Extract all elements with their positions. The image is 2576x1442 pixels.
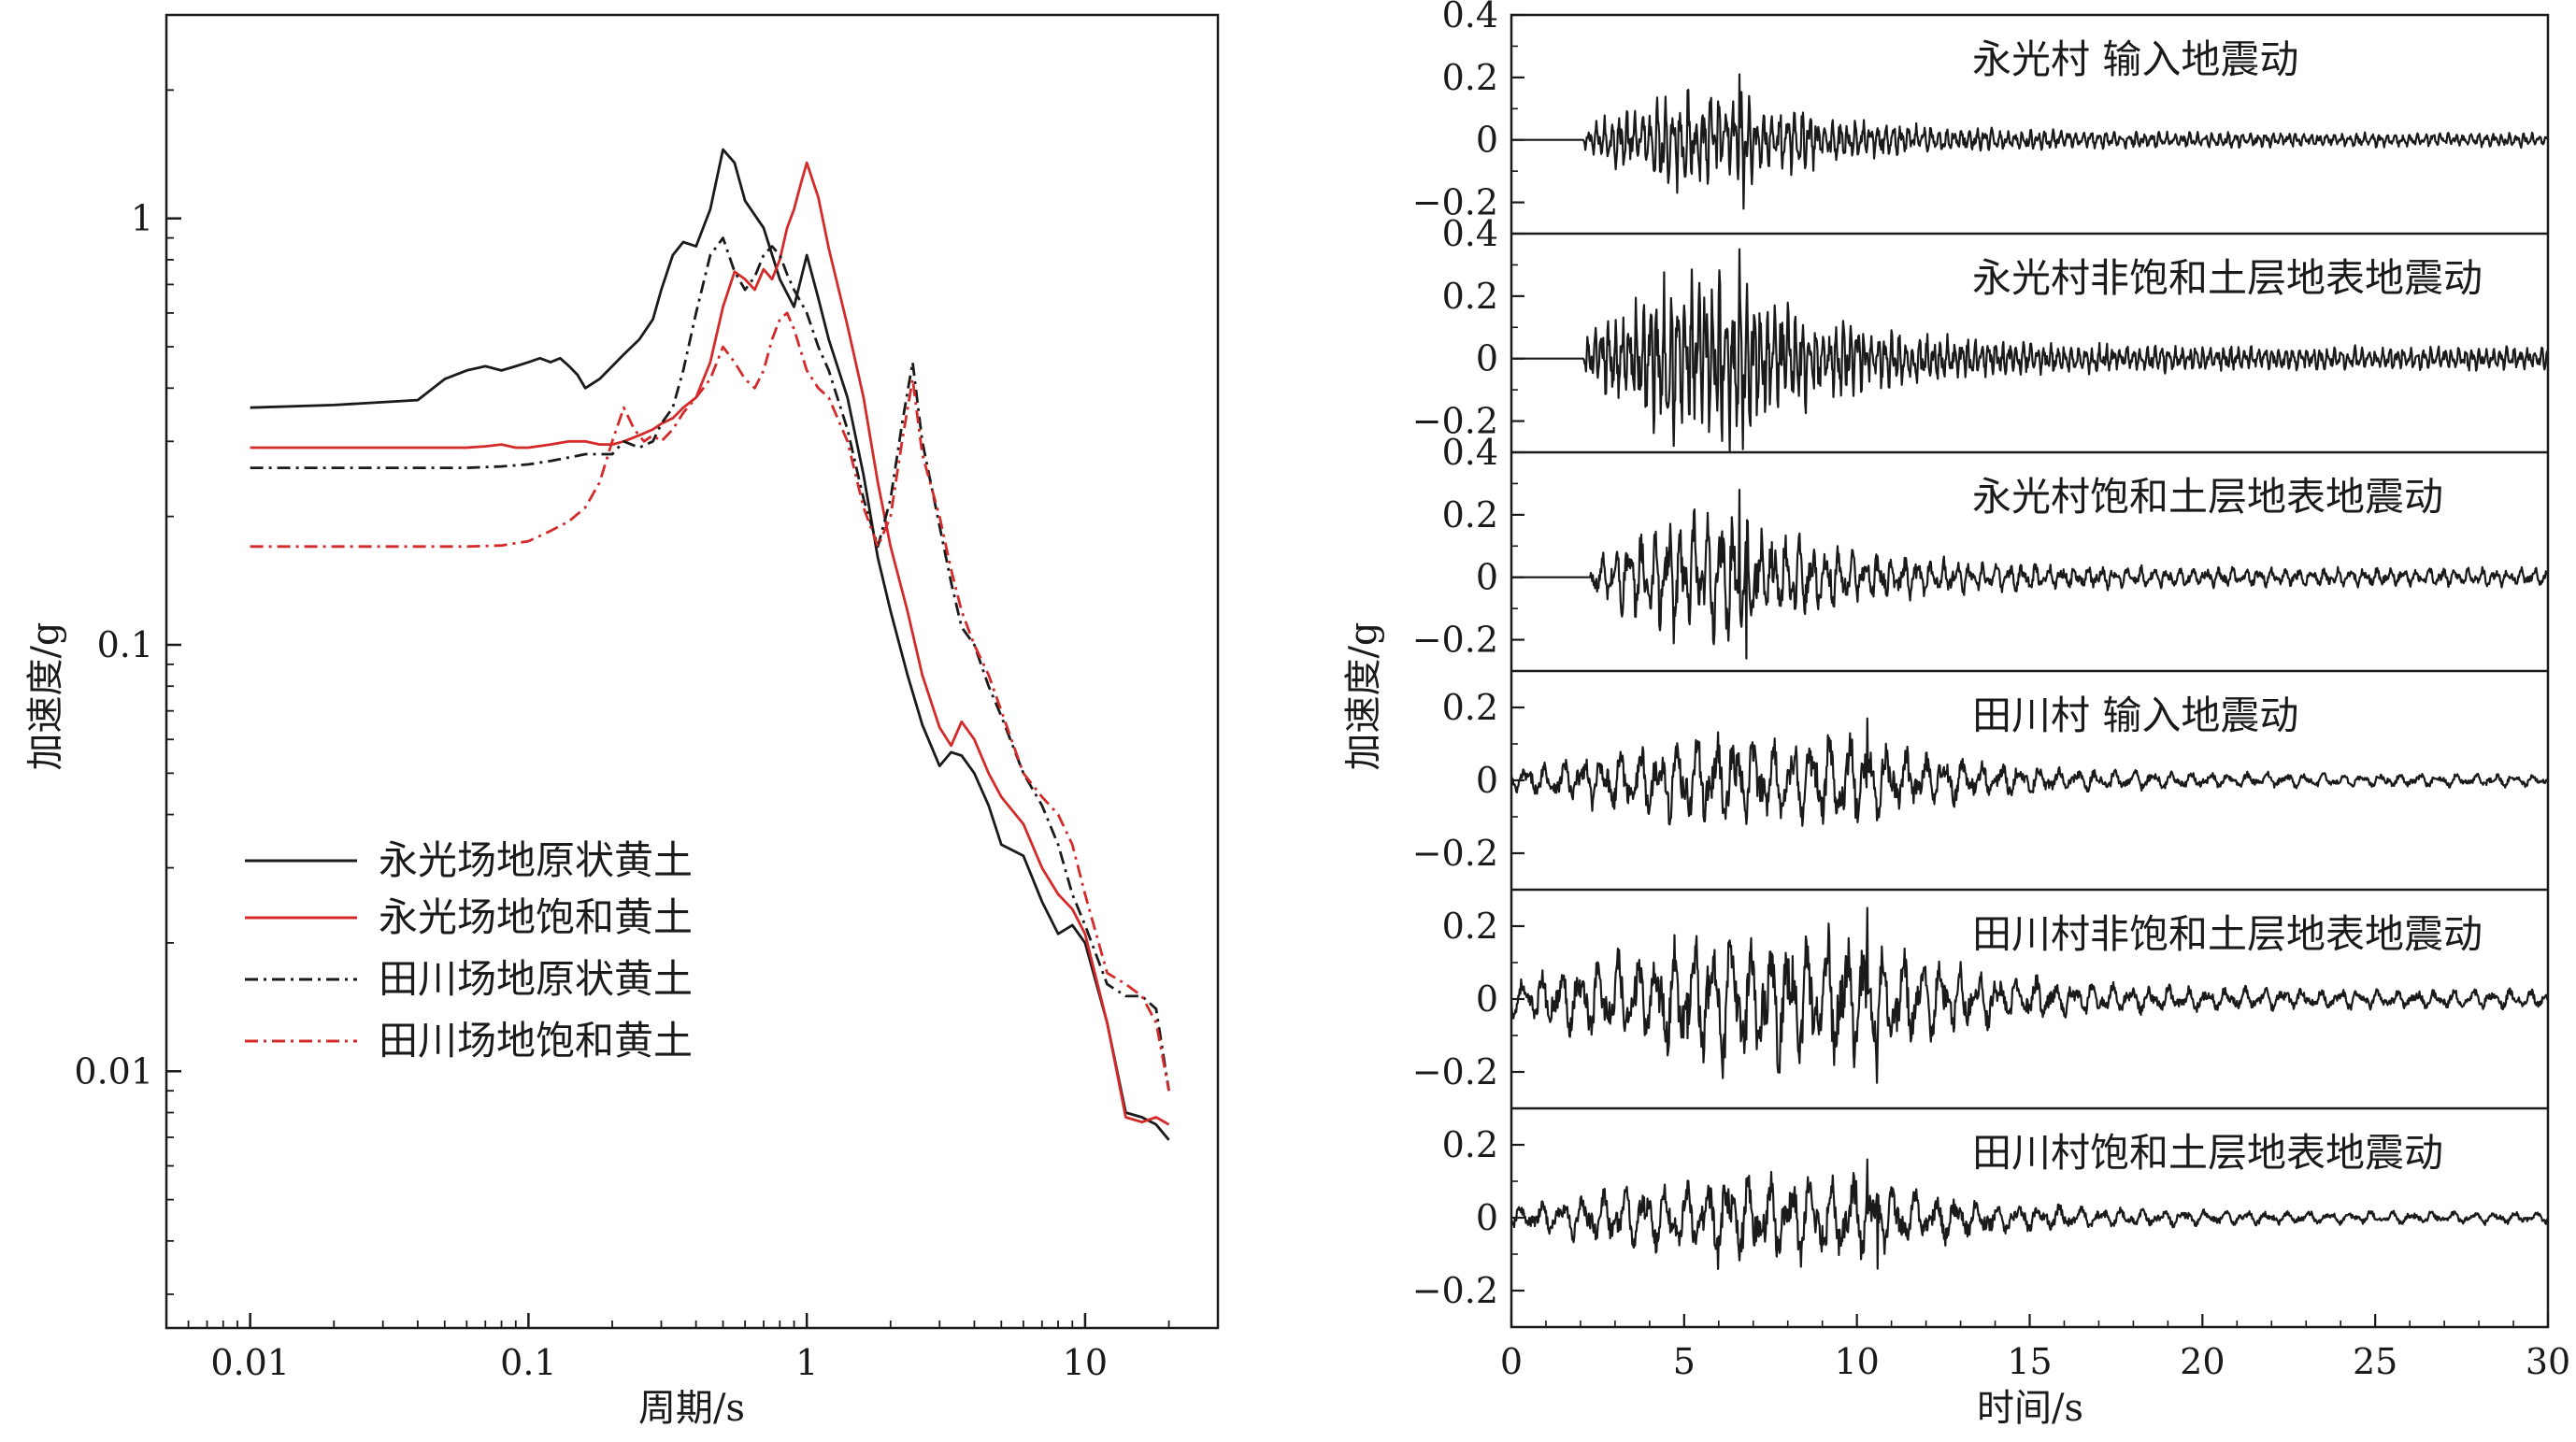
right-x-tick-label: 20 — [2180, 1341, 2225, 1382]
left-x-tick-label: 1 — [795, 1342, 818, 1383]
left-x-tick-label: 0.1 — [500, 1342, 556, 1383]
panel-y-tick-label: 0 — [1476, 760, 1498, 801]
panel-y-tick-label: −0.2 — [1412, 620, 1498, 661]
legend-label-2: 永光场地饱和黄土 — [379, 894, 693, 940]
panel-y-tick-label: 0 — [1476, 978, 1498, 1020]
right-x-tick-label: 15 — [2007, 1341, 2052, 1382]
panel-y-tick-label: −0.2 — [1412, 1270, 1498, 1311]
panel-y-tick-label: 0.4 — [1442, 432, 1498, 473]
left-x-axis-title: 周期/s — [638, 1387, 745, 1430]
panel-y-tick-label: 0 — [1476, 1197, 1498, 1238]
panel-y-tick-label: 0 — [1476, 338, 1498, 379]
panel-y-tick-label: −0.2 — [1412, 833, 1498, 874]
left-plot-marks — [250, 148, 1170, 1141]
time-history-panel-3: 0.4 0.2 0 −0.2 永光村饱和土层地表地震动 — [1412, 432, 2550, 661]
left-plot-frame — [165, 13, 1220, 1330]
panel-y-tick-label: 0.2 — [1442, 906, 1498, 947]
panel-y-tick-label: −0.2 — [1412, 182, 1498, 223]
right-x-axis-ticks: 0 5 10 15 20 25 30 — [1500, 1314, 2570, 1382]
panel-y-tick-label: 0 — [1476, 557, 1498, 598]
right-y-axis-title: 加速度/g — [1342, 621, 1385, 770]
time-history-panels: 0.4 0.2 0 −0.2 永光村 输入地震动 0.4 0.2 0 −0.2 永光村非饱和土层地… — [1412, 0, 2550, 1311]
right-x-tick-label: 10 — [1834, 1341, 1879, 1382]
response-spectrum-chart: 0.01 0.1 1 10 0.01 0.1 1 周期/s 加速度/g 永光场地原状黄土 永… — [24, 13, 1220, 1430]
panel-y-tick-label: 0.4 — [1442, 213, 1498, 254]
left-y-axis-title: 加速度/g — [24, 621, 67, 770]
left-y-tick-label: 0.1 — [97, 624, 153, 665]
panel-title-2: 永光村非饱和土层地表地震动 — [1972, 255, 2483, 301]
left-x-tick-label: 0.01 — [210, 1342, 290, 1383]
panel-y-tick-label: 0.2 — [1442, 687, 1498, 728]
acceleration-trace-1 — [1510, 73, 2549, 210]
time-history-panel-6: 0.2 0 −0.2 田川村饱和土层地表地震动 — [1412, 1106, 2549, 1311]
legend-label-3: 田川场地原状黄土 — [379, 956, 693, 1002]
legend-label-1: 永光场地原状黄土 — [379, 837, 693, 883]
left-y-tick-label: 1 — [131, 198, 153, 239]
panel-y-tick-label: 0.2 — [1442, 1124, 1498, 1165]
left-y-tick-label: 0.01 — [74, 1050, 153, 1092]
panel-title-4: 田川村 输入地震动 — [1972, 692, 2298, 738]
acceleration-trace-4 — [1510, 717, 2549, 827]
panel-y-tick-label: 0.2 — [1442, 276, 1498, 317]
time-history-panel-5: 0.2 0 −0.2 田川村非饱和土层地表地震动 — [1412, 888, 2549, 1092]
left-legend: 永光场地原状黄土 永光场地饱和黄土 田川场地原状黄土 田川场地饱和黄土 — [245, 837, 693, 1064]
acceleration-trace-6 — [1510, 1158, 2549, 1271]
time-history-panel-2: 0.4 0.2 0 −0.2 永光村非饱和土层地表地震动 — [1412, 213, 2550, 452]
right-x-tick-label: 25 — [2353, 1341, 2397, 1382]
right-x-axis-title: 时间/s — [1977, 1387, 2083, 1430]
right-x-tick-label: 0 — [1500, 1341, 1523, 1382]
left-axis-ticks: 0.01 0.1 1 10 0.01 0.1 1 — [74, 89, 1170, 1383]
panel-y-tick-label: 0.4 — [1442, 0, 1498, 36]
panel-y-tick-label: 0 — [1476, 120, 1498, 161]
legend-label-4: 田川场地饱和黄土 — [379, 1018, 693, 1064]
panel-title-5: 田川村非饱和土层地表地震动 — [1972, 911, 2483, 957]
panel-y-tick-label: 0.2 — [1442, 494, 1498, 535]
spectrum-series-4 — [250, 311, 1170, 1092]
left-x-tick-label: 10 — [1063, 1342, 1108, 1383]
acceleration-trace-5 — [1510, 907, 2549, 1084]
acceleration-trace-3 — [1510, 488, 2550, 660]
panel-title-3: 永光村饱和土层地表地震动 — [1972, 474, 2443, 520]
panel-y-tick-label: 0.2 — [1442, 57, 1498, 98]
time-history-panel-4: 0.2 0 −0.2 田川村 输入地震动 — [1412, 669, 2549, 874]
panel-y-tick-label: −0.2 — [1412, 401, 1498, 442]
right-x-tick-label: 30 — [2526, 1341, 2570, 1382]
spectrum-series-1 — [250, 148, 1170, 1141]
panel-y-tick-label: −0.2 — [1412, 1051, 1498, 1092]
panel-title-1: 永光村 输入地震动 — [1972, 36, 2298, 82]
panel-title-6: 田川村饱和土层地表地震动 — [1972, 1130, 2443, 1176]
spectrum-series-2 — [250, 161, 1170, 1126]
acceleration-trace-2 — [1510, 248, 2550, 452]
right-x-tick-label: 5 — [1673, 1341, 1696, 1382]
time-history-panel-1: 0.4 0.2 0 −0.2 永光村 输入地震动 — [1412, 0, 2549, 223]
